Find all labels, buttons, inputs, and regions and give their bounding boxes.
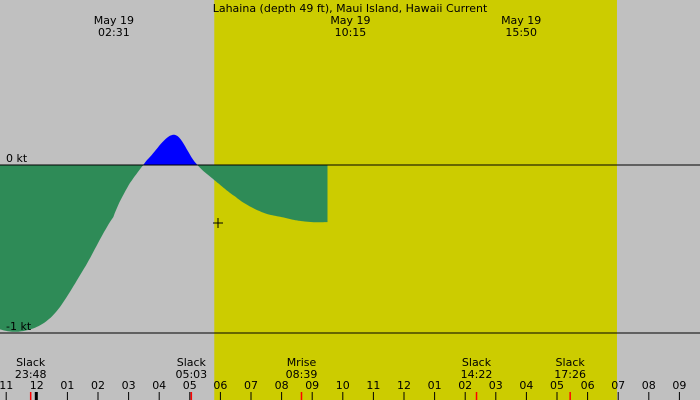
flood-current-area (0, 134, 328, 165)
crosshair-marker (213, 218, 223, 228)
hour-tick-label: 02 (458, 379, 472, 392)
slack-labels-group: Slack23:48Slack05:03Mrise08:39Slack14:22… (15, 356, 586, 381)
chart-title: Lahaina (depth 49 ft), Maui Island, Hawa… (213, 2, 488, 15)
event-time-label: 02:31 (98, 26, 130, 39)
hour-tick-label: 07 (244, 379, 258, 392)
bottom-event-title: Slack (556, 356, 586, 369)
bottom-event-title: Slack (16, 356, 46, 369)
bottom-event-time: 23:48 (15, 368, 47, 381)
event-time-label: 15:50 (505, 26, 537, 39)
hour-tick-label: 06 (213, 379, 227, 392)
hour-tick-label: 02 (91, 379, 105, 392)
event-date-label: May 19 (501, 14, 541, 27)
hour-tick-label: 11 (0, 379, 13, 392)
hour-tick-label: 05 (183, 379, 197, 392)
hour-tick-label: 09 (672, 379, 686, 392)
hour-tick-label: 08 (275, 379, 289, 392)
bottom-event-time: 17:26 (554, 368, 586, 381)
hour-tick-label: 10 (336, 379, 350, 392)
bottom-event-title: Slack (462, 356, 492, 369)
bottom-event-time: 05:03 (175, 368, 207, 381)
axes-group: 0 kt -1 kt (0, 152, 700, 334)
hour-tick-label: 09 (305, 379, 319, 392)
midnight-marker (34, 392, 38, 400)
hour-tick-label: 01 (428, 379, 442, 392)
hour-tick-label: 03 (122, 379, 136, 392)
y-tick-label: 0 kt (6, 152, 28, 165)
hour-ticks-group: 11 12 01 02 03 04 05 06 07 08 09 10 11 12 01 02 03 04 05 06… (0, 379, 686, 400)
bottom-event-title: Mrise (287, 356, 317, 369)
bottom-event-time: 08:39 (286, 368, 318, 381)
hour-tick-label: 05 (550, 379, 564, 392)
hour-tick-label: 12 (30, 379, 44, 392)
hour-tick-label: 07 (611, 379, 625, 392)
ebb-current-area (0, 165, 328, 332)
event-time-label: 10:15 (335, 26, 367, 39)
event-date-label: May 19 (94, 14, 134, 27)
hour-tick-label: 08 (642, 379, 656, 392)
hour-tick-label: 01 (60, 379, 74, 392)
hour-tick-label: 11 (366, 379, 380, 392)
event-date-label: May 19 (330, 14, 370, 27)
current-areas-group (0, 134, 328, 332)
y-tick-label: -1 kt (6, 320, 32, 333)
hour-tick-label: 04 (519, 379, 533, 392)
hour-tick-label: 03 (489, 379, 503, 392)
hour-tick-label: 06 (581, 379, 595, 392)
bottom-event-time: 14:22 (461, 368, 493, 381)
hour-tick-label: 04 (152, 379, 166, 392)
hour-tick-label: 12 (397, 379, 411, 392)
bottom-event-title: Slack (177, 356, 207, 369)
